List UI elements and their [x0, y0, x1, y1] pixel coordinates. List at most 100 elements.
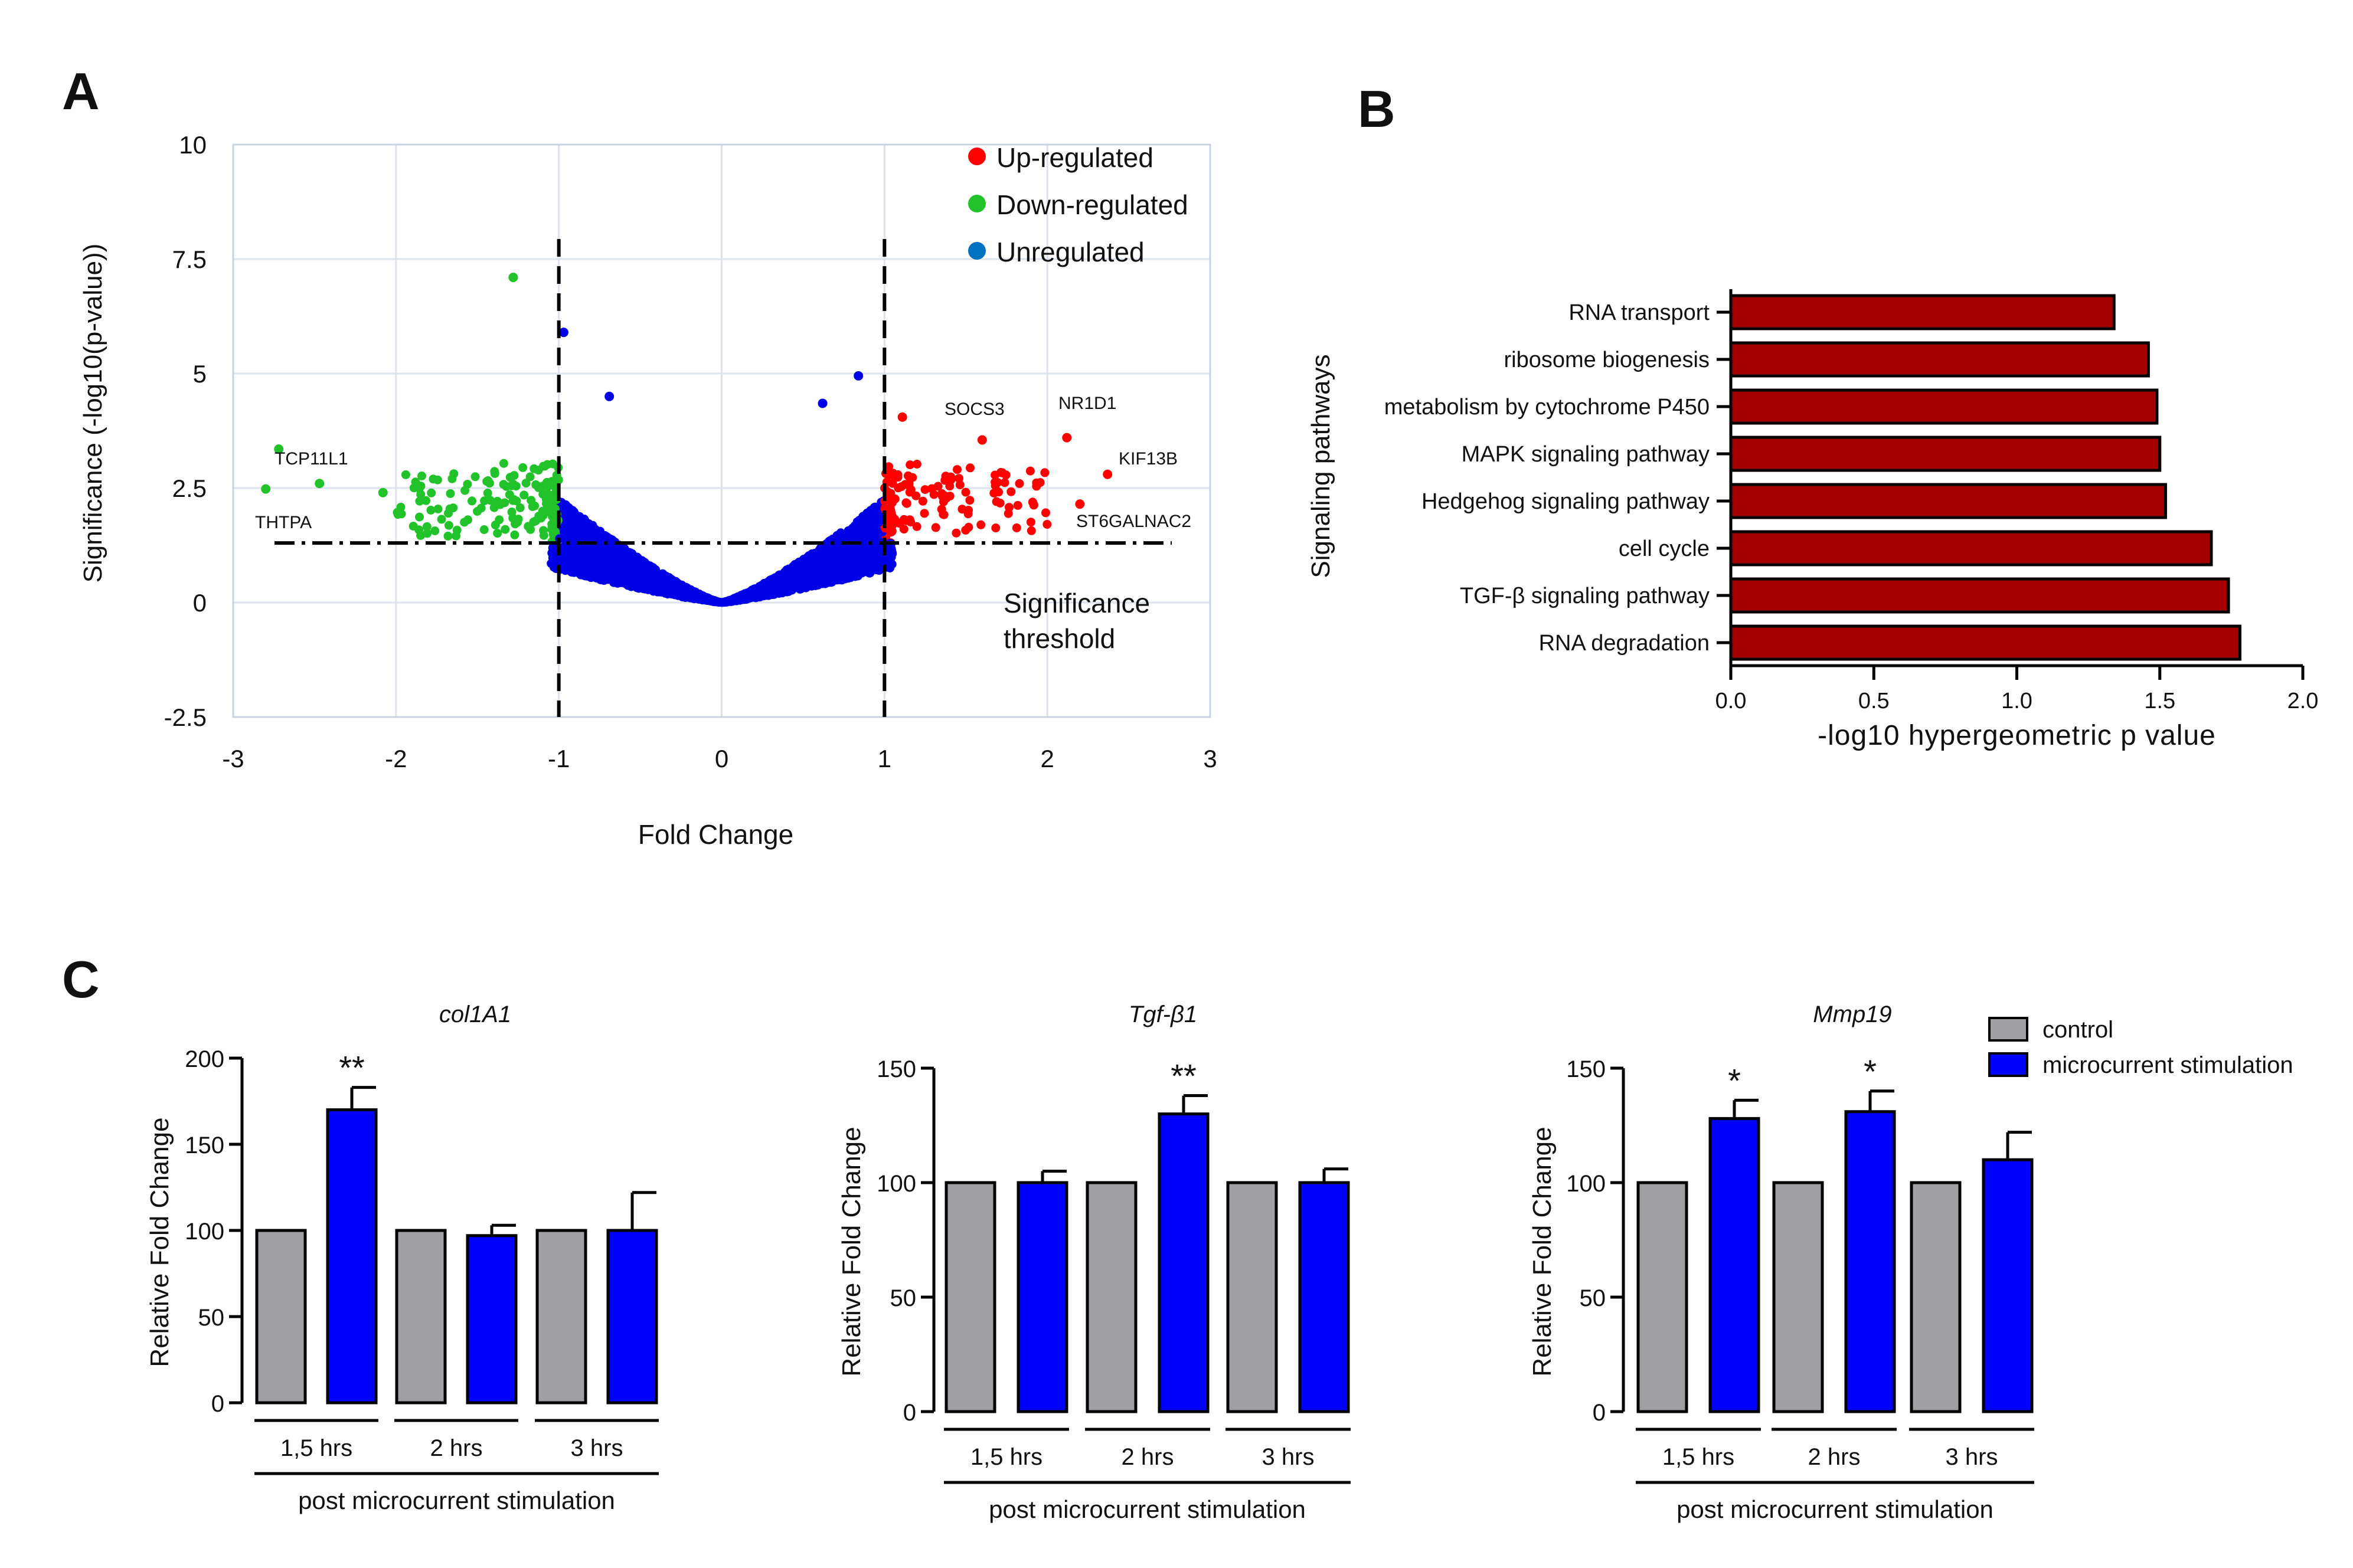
pathway-bar: [1729, 577, 2230, 614]
volcano-point: [931, 523, 940, 532]
volcano-outlier-point: [558, 328, 568, 338]
volcano-point: [635, 555, 645, 565]
volcano-point: [443, 531, 453, 541]
volcano-outlier-point: [315, 479, 325, 489]
volcano-point: [777, 581, 787, 591]
volcano-point: [547, 477, 557, 486]
volcano-point: [771, 585, 780, 594]
mmp19-significance-marker: *: [1728, 1062, 1741, 1099]
volcano-point: [793, 581, 802, 591]
volcano-point: [1012, 523, 1021, 532]
tgfb1-group-label: 2 hrs: [1122, 1444, 1174, 1470]
tgfb1-y-tick-label: 50: [890, 1285, 917, 1311]
volcano-point: [426, 506, 436, 515]
volcano-point: [662, 585, 672, 594]
volcano-point: [901, 498, 911, 508]
legend-label: control: [2042, 1017, 2113, 1043]
volcano-point: [610, 576, 620, 585]
pathway-category-label: ribosome biogenesis: [1504, 348, 1710, 372]
volcano-point: [826, 577, 836, 587]
volcano-gene-point: [1062, 433, 1072, 443]
volcano-point: [648, 580, 657, 589]
volcano-point: [870, 515, 880, 524]
col1a1-title: col1A1: [439, 1001, 511, 1027]
pathway-category-label: RNA transport: [1568, 300, 1710, 325]
volcano-point: [479, 525, 489, 534]
tgfb1-group-label: 1,5 hrs: [970, 1444, 1042, 1470]
mmp19-group-label: 1,5 hrs: [1662, 1444, 1734, 1470]
volcano-point: [942, 493, 951, 503]
volcano-point: [893, 473, 903, 482]
volcano-point: [508, 496, 518, 505]
volcano-y-tick: 10: [179, 131, 207, 159]
volcano-point: [423, 529, 432, 538]
volcano-point: [568, 530, 577, 539]
volcano-y-tick: -2.5: [164, 703, 207, 731]
pathway-x-tick-label: 2.0: [2287, 689, 2319, 713]
tgfb1-y-tick-label: 100: [877, 1171, 916, 1197]
volcano-point: [867, 522, 877, 531]
volcano-y-tick: 0: [193, 589, 207, 617]
volcano-point: [953, 465, 962, 474]
col1a1-y-tick-label: 200: [185, 1046, 224, 1072]
volcano-point: [502, 482, 511, 491]
volcano-point: [499, 459, 508, 468]
volcano-point: [556, 553, 565, 562]
col1a1-significance-marker: **: [339, 1049, 365, 1086]
volcano-point: [577, 515, 587, 524]
pathway-y-label: Signaling pathways: [1306, 354, 1335, 578]
volcano-point: [933, 482, 943, 491]
col1a1-stim-bar: [466, 1234, 518, 1405]
volcano-y-label: Significance (-log10(p-value)): [79, 244, 107, 583]
volcano-point: [597, 552, 607, 561]
col1a1-group-caption: post microcurrent stimulation: [298, 1487, 615, 1514]
volcano-outlier-point: [604, 391, 615, 401]
pathway-category-label: metabolism by cytochrome P450: [1384, 395, 1710, 420]
volcano-point: [939, 510, 949, 519]
volcano-point: [539, 531, 548, 540]
volcano-point: [1027, 526, 1036, 535]
volcano-y-tick: 5: [193, 360, 207, 388]
mmp19-y-label: Relative Fold Change: [1528, 1127, 1557, 1376]
volcano-point: [482, 477, 492, 486]
volcano-point: [483, 489, 492, 497]
volcano-point: [470, 472, 480, 482]
volcano-point: [1041, 508, 1050, 518]
pathway-x-label: -log10 hypergeometric p value: [1818, 720, 2216, 751]
volcano-x-tick: 2: [1040, 745, 1054, 772]
mmp19-y-tick-label: 50: [1580, 1285, 1606, 1311]
volcano-point: [752, 593, 761, 602]
volcano-point: [396, 502, 406, 512]
pathway-bar: [1729, 388, 2159, 425]
volcano-outlier-point: [378, 487, 388, 497]
volcano-point: [449, 503, 458, 513]
mmp19-y-tick-label: 0: [1593, 1400, 1606, 1426]
mmp19-group-label: 2 hrs: [1808, 1444, 1861, 1470]
volcano-x-tick: -3: [222, 745, 244, 772]
volcano-x-tick: 0: [715, 745, 728, 772]
col1a1-bar-chart: col1A1 0 50 100 150 200 Relative Fold Change **…: [145, 1001, 659, 1514]
volcano-point: [401, 470, 410, 479]
volcano-point: [415, 484, 424, 493]
volcano-y-tick: 7.5: [172, 245, 207, 273]
pathway-bar: [1729, 483, 2167, 519]
volcano-point: [1013, 500, 1022, 510]
volcano-point: [505, 473, 515, 482]
volcano-point: [623, 573, 632, 582]
volcano-point: [611, 554, 620, 563]
volcano-point: [911, 491, 921, 500]
panel-label-c: C: [62, 950, 100, 1009]
volcano-point: [844, 545, 853, 554]
tgfb1-control-bar: [1086, 1181, 1138, 1413]
volcano-point: [766, 577, 775, 587]
volcano-point: [566, 551, 576, 560]
volcano-gene-point: [261, 484, 271, 494]
volcano-point: [912, 460, 921, 469]
volcano-point: [548, 459, 557, 469]
volcano-legend-label: Up-regulated: [996, 142, 1153, 173]
volcano-point: [871, 537, 881, 546]
volcano-point: [920, 485, 930, 495]
volcano-point: [835, 544, 845, 554]
tgfb1-y-tick-label: 0: [903, 1400, 916, 1426]
volcano-point: [489, 503, 499, 512]
